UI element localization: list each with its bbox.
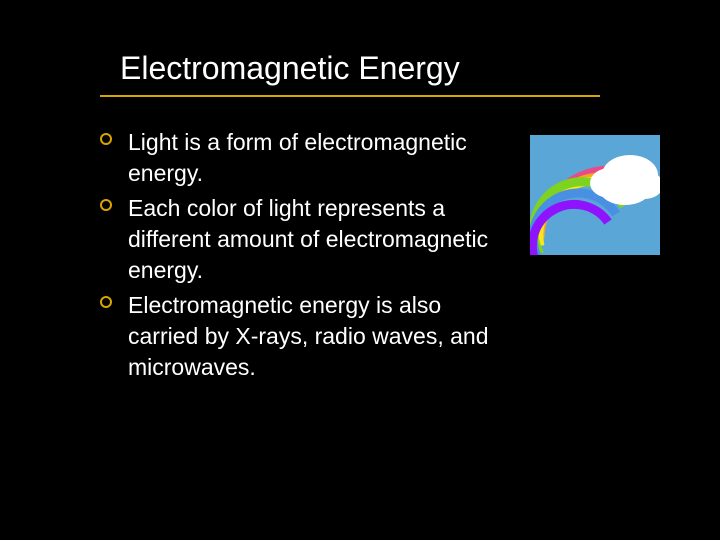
bullet-item: Electromagnetic energy is also carried b… [100,290,510,383]
bullet-marker-icon [100,296,112,308]
bullet-text: Electromagnetic energy is also carried b… [128,292,489,380]
title-underline [100,95,600,97]
bullet-text: Each color of light represents a differe… [128,195,488,283]
slide-title: Electromagnetic Energy [120,50,660,87]
bullet-item: Each color of light represents a differe… [100,193,510,286]
bullet-item: Light is a form of electromagnetic energ… [100,127,510,189]
bullet-marker-icon [100,133,112,145]
content-row: Light is a form of electromagnetic energ… [100,127,660,387]
slide-container: Electromagnetic Energy Light is a form o… [0,0,720,540]
bullet-list: Light is a form of electromagnetic energ… [100,127,510,387]
rainbow-icon [530,135,660,255]
bullet-text: Light is a form of electromagnetic energ… [128,129,467,186]
rainbow-illustration [530,135,660,255]
bullet-marker-icon [100,199,112,211]
